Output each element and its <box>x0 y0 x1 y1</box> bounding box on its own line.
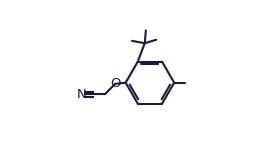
Text: O: O <box>110 77 120 90</box>
Text: N: N <box>77 88 86 101</box>
